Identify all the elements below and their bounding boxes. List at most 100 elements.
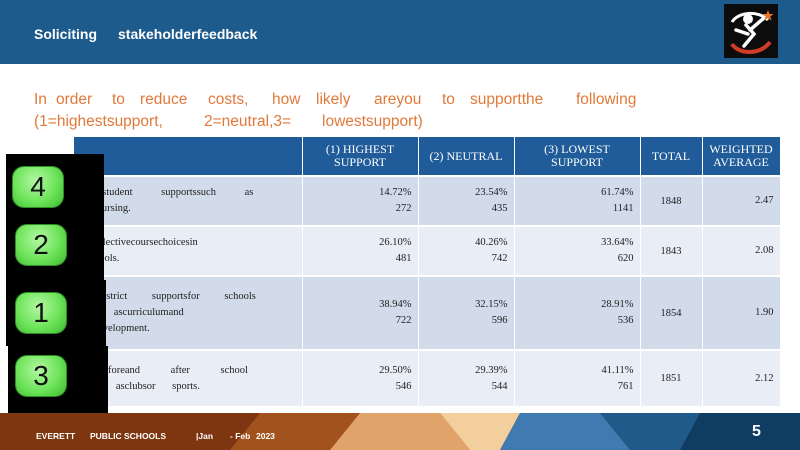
header-title-left: Soliciting bbox=[34, 26, 97, 42]
column-header-item bbox=[74, 137, 303, 176]
item-text-line: yschools. bbox=[80, 251, 296, 267]
row-item-cell: omebeforeand after school such asclubsor… bbox=[74, 349, 303, 406]
weighted-average-cell: 2.47 bbox=[702, 175, 781, 226]
table-row: somestudent supportssuch as ork,nursing.… bbox=[74, 175, 781, 226]
lowest-percent: 41.11% bbox=[601, 364, 634, 376]
rank-badge: 2 bbox=[15, 224, 67, 266]
lowest-count: 620 bbox=[617, 253, 634, 264]
neutral-percent: 40.26% bbox=[475, 237, 508, 248]
column-header-lowest: (3) LOWEST SUPPORT bbox=[514, 137, 641, 176]
neutral-cell: 32.15% 596 bbox=[418, 275, 515, 350]
weighted-average-cell: 1.90 bbox=[702, 275, 781, 350]
header-title-right: stakeholderfeedback bbox=[118, 26, 258, 42]
neutral-count: 544 bbox=[491, 380, 508, 392]
highest-cell: 38.94% 722 bbox=[302, 275, 419, 350]
total-cell: 1851 bbox=[640, 349, 703, 406]
question-word: order bbox=[56, 91, 93, 108]
question-word: how bbox=[272, 91, 301, 108]
question-line-2: (1=highestsupport, 2=neutral,3= lowestsu… bbox=[34, 113, 734, 131]
column-header-neutral: (2) NEUTRAL bbox=[418, 137, 515, 176]
column-header-weighted: WEIGHTED AVERAGE bbox=[702, 137, 781, 176]
item-text-line: naldevelopment. bbox=[80, 323, 150, 334]
highest-percent: 29.50% bbox=[379, 364, 412, 376]
neutral-cell: 23.54% 435 bbox=[418, 175, 515, 226]
highest-count: 481 bbox=[395, 253, 412, 264]
footer-org-name: PUBLIC SCHOOLS bbox=[90, 431, 167, 441]
item-text-line: omeelectivecoursechoicesin bbox=[80, 237, 198, 248]
highest-cell: 29.50% 546 bbox=[302, 349, 419, 406]
question-word: lowestsupport) bbox=[322, 113, 423, 130]
rank-badge: 1 bbox=[15, 292, 67, 334]
item-text-line: somestudent supportssuch as bbox=[80, 187, 254, 198]
question-word: to bbox=[112, 91, 125, 108]
item-text-line: such asclubsor sports. bbox=[80, 380, 200, 392]
survey-results-table: (1) HIGHEST SUPPORT (2) NEUTRAL (3) LOWE… bbox=[74, 137, 781, 406]
neutral-percent: 32.15% bbox=[475, 299, 508, 310]
highest-percent: 38.94% bbox=[379, 299, 412, 310]
column-header-total: TOTAL bbox=[640, 137, 703, 176]
total-cell: 1843 bbox=[640, 225, 703, 276]
star-figure-logo-icon bbox=[724, 4, 778, 58]
neutral-count: 435 bbox=[491, 203, 508, 214]
question-word: 2=neutral,3= bbox=[204, 113, 292, 130]
lowest-cell: 28.91% 536 bbox=[514, 275, 641, 350]
weighted-average-cell: 2.08 bbox=[702, 225, 781, 276]
neutral-cell: 29.39% 544 bbox=[418, 349, 515, 406]
footer-date: - Feb bbox=[230, 431, 251, 441]
neutral-percent: 29.39% bbox=[475, 364, 508, 376]
question-line-1: In order to reduce costs, how likely are… bbox=[34, 91, 734, 109]
neutral-count: 742 bbox=[491, 253, 508, 264]
question-word: In bbox=[34, 91, 47, 108]
row-item-cell: omeelectivecoursechoicesin yschools. bbox=[74, 225, 303, 276]
lowest-count: 761 bbox=[617, 380, 634, 392]
highest-count: 722 bbox=[395, 315, 412, 326]
item-text-line: omedistrict supportsfor schools bbox=[80, 291, 256, 302]
lowest-count: 536 bbox=[617, 315, 634, 326]
highest-cell: 14.72% 272 bbox=[302, 175, 419, 226]
question-word: (1=highestsupport, bbox=[34, 113, 163, 130]
question-word: supportthe bbox=[470, 91, 544, 108]
rank-badge: 4 bbox=[12, 166, 64, 208]
question-word: following bbox=[576, 91, 637, 108]
item-text-line: uch ascurriculumand bbox=[80, 307, 184, 318]
total-cell: 1854 bbox=[640, 275, 703, 350]
weighted-average-cell: 2.12 bbox=[702, 349, 781, 406]
slide-header: Soliciting stakeholderfeedback bbox=[0, 0, 800, 64]
rank-badge: 3 bbox=[15, 355, 67, 397]
neutral-count: 596 bbox=[491, 315, 508, 326]
highest-percent: 26.10% bbox=[379, 237, 412, 248]
footer-date: |Jan bbox=[196, 431, 214, 441]
question-word: reduce bbox=[140, 91, 188, 108]
total-cell: 1848 bbox=[640, 175, 703, 226]
question-word: likely bbox=[316, 91, 351, 108]
table-row: omebeforeand after school such asclubsor… bbox=[74, 349, 781, 406]
table-row: omeelectivecoursechoicesin yschools. 26.… bbox=[74, 225, 781, 276]
footer-org-name: EVERETT bbox=[36, 431, 76, 441]
footer-year: 2023 bbox=[256, 431, 275, 441]
item-text-line: omebeforeand after school bbox=[80, 364, 248, 376]
lowest-percent: 33.64% bbox=[601, 237, 634, 248]
slide-footer: EVERETT PUBLIC SCHOOLS |Jan - Feb 2023 5 bbox=[0, 413, 800, 450]
lowest-cell: 61.74% 1141 bbox=[514, 175, 641, 226]
neutral-cell: 40.26% 742 bbox=[418, 225, 515, 276]
table-header-row: (1) HIGHEST SUPPORT (2) NEUTRAL (3) LOWE… bbox=[74, 137, 781, 176]
highest-cell: 26.10% 481 bbox=[302, 225, 419, 276]
lowest-count: 1141 bbox=[612, 203, 634, 214]
highest-count: 546 bbox=[395, 380, 412, 392]
row-item-cell: somestudent supportssuch as ork,nursing. bbox=[74, 175, 303, 226]
slide-page-number: 5 bbox=[752, 423, 761, 440]
highest-percent: 14.72% bbox=[379, 187, 412, 198]
item-text-line: ork,nursing. bbox=[80, 203, 131, 214]
lowest-percent: 61.74% bbox=[601, 187, 634, 198]
question-word: areyou bbox=[374, 91, 422, 108]
neutral-percent: 23.54% bbox=[475, 187, 508, 198]
lowest-cell: 33.64% 620 bbox=[514, 225, 641, 276]
column-header-highest: (1) HIGHEST SUPPORT bbox=[302, 137, 419, 176]
question-word: to bbox=[442, 91, 455, 108]
lowest-cell: 41.11% 761 bbox=[514, 349, 641, 406]
lowest-percent: 28.91% bbox=[601, 299, 634, 310]
question-word: costs, bbox=[208, 91, 249, 108]
row-item-cell: omedistrict supportsfor schools uch ascu… bbox=[74, 275, 303, 350]
highest-count: 272 bbox=[395, 203, 412, 214]
table-row: omedistrict supportsfor schools uch ascu… bbox=[74, 275, 781, 350]
